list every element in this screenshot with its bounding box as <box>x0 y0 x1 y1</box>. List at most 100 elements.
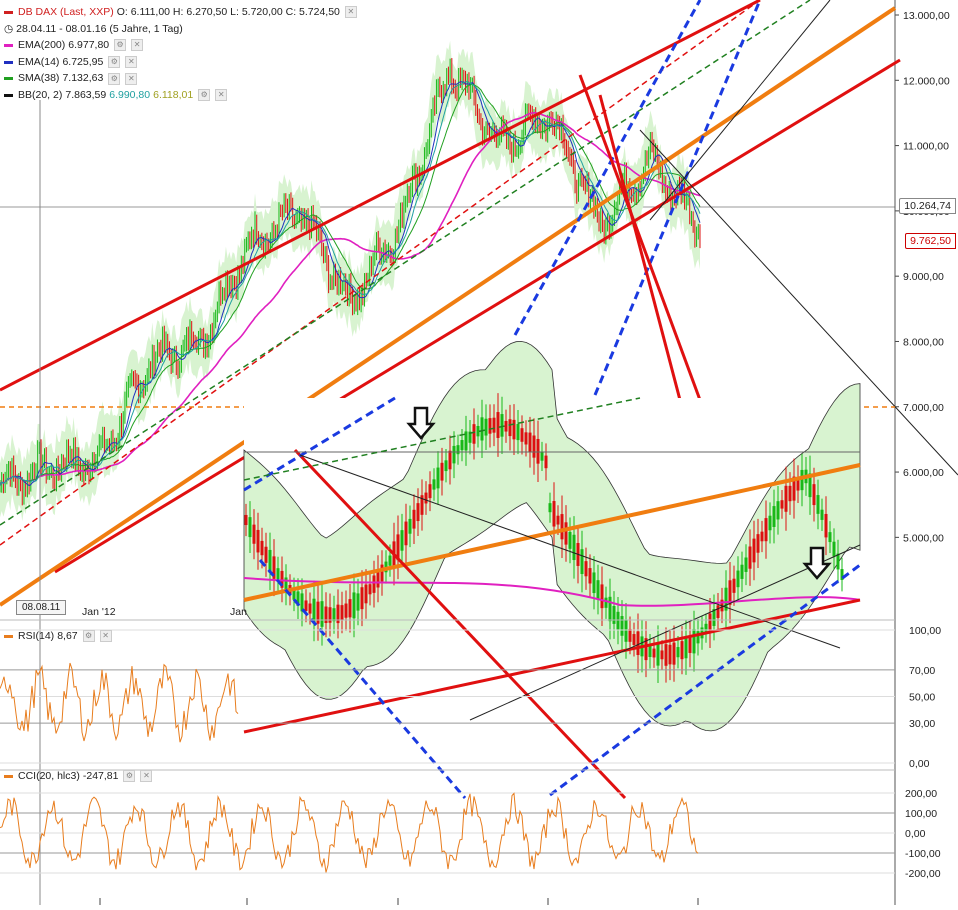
inset-candle-body <box>468 431 472 443</box>
inset-candle-body <box>772 506 776 527</box>
legend-sma38[interactable]: SMA(38) 7.132,63 ⚙ ✕ <box>4 70 357 87</box>
inset-candle-body <box>764 518 768 542</box>
rsi-line <box>0 662 239 743</box>
inset-candle-body <box>644 638 648 661</box>
inset-candle-body <box>328 607 332 623</box>
inset-candle-body <box>604 597 608 608</box>
inset-candle-body <box>560 514 564 540</box>
inset-candle-body <box>632 634 636 645</box>
inset-candle-body <box>696 631 700 644</box>
inset-candle-body <box>524 432 528 445</box>
inset-candle-body <box>556 515 560 525</box>
ema200-value: 6.977,80 <box>68 39 110 52</box>
inset-candle-body <box>260 540 264 556</box>
inset-candle-body <box>800 469 804 491</box>
cci-value: -247,81 <box>82 770 119 782</box>
trendline-red-upper <box>0 0 761 392</box>
trendline-red-down <box>598 94 682 401</box>
low-price-tag: 9.762,50 <box>905 233 956 249</box>
inset-candle-body <box>728 580 732 605</box>
inset-candle-body <box>840 569 844 580</box>
inset-candle-body <box>412 509 416 529</box>
close-icon[interactable]: ✕ <box>344 6 357 19</box>
inset-candle-body <box>480 417 484 441</box>
inset-candle-body <box>712 609 716 626</box>
inset-candle-body <box>336 604 340 624</box>
ohlc-readout: O: 6.111,00 H: 6.270,50 L: 5.720,00 C: 5… <box>116 6 340 18</box>
inset-candle-body <box>500 414 504 437</box>
inset-candle-body <box>708 613 712 633</box>
inset-candle-body <box>416 503 420 522</box>
down-arrow-icon <box>802 546 832 580</box>
close-icon[interactable]: ✕ <box>125 56 138 69</box>
bb-swatch <box>4 93 13 97</box>
cci-swatch <box>4 774 13 778</box>
settings-icon[interactable]: ⚙ <box>108 72 121 85</box>
inset-candle-body <box>592 572 596 594</box>
close-icon[interactable]: ✕ <box>131 39 144 52</box>
inset-candle-body <box>612 606 616 624</box>
settings-icon[interactable]: ⚙ <box>114 39 127 52</box>
inset-candle-body <box>812 484 816 506</box>
cci-label: CCI(20, hlc3) <box>18 770 80 782</box>
price-axis-label: 9.000,00 <box>903 271 944 283</box>
legend-title-row: DB DAX (Last, XXP) O: 6.111,00 H: 6.270,… <box>4 4 357 21</box>
inset-candle-body <box>324 606 328 623</box>
inset-candle-body <box>252 524 256 544</box>
inset-candle-body <box>508 419 512 437</box>
inset-candle-body <box>672 642 676 665</box>
legend-ema200[interactable]: EMA(200) 6.977,80 ⚙ ✕ <box>4 37 357 54</box>
settings-icon[interactable]: ⚙ <box>108 56 121 69</box>
inset-candle-body <box>356 593 360 611</box>
settings-icon[interactable]: ⚙ <box>198 89 211 102</box>
inset-candle-body <box>360 587 364 610</box>
inset-candle-body <box>484 418 488 436</box>
inset-candle-body <box>400 530 404 551</box>
settings-icon[interactable]: ⚙ <box>82 630 95 642</box>
legend-ema14[interactable]: EMA(14) 6.725,95 ⚙ ✕ <box>4 54 357 71</box>
inset-candle-body <box>472 424 476 444</box>
price-axis-label: 6.000,00 <box>903 467 944 479</box>
inset-candle-body <box>596 580 600 600</box>
inset-candle-body <box>792 476 796 501</box>
inset-candle-body <box>476 425 480 437</box>
rsi-title[interactable]: RSI(14) 8,67 ⚙ ✕ <box>4 630 112 642</box>
bb-mid-line <box>0 80 701 486</box>
rsi-axis-label: 100,00 <box>909 625 941 637</box>
close-icon[interactable]: ✕ <box>99 630 112 642</box>
inset-ema200 <box>243 577 861 607</box>
trendline-orange <box>0 6 897 607</box>
inset-candle-body <box>404 521 408 546</box>
inset-candle-body <box>364 584 368 604</box>
close-icon[interactable]: ✕ <box>140 770 153 782</box>
inset-candle-body <box>660 650 664 660</box>
date-label: Jan <box>230 606 247 618</box>
date-range: 28.04.11 - 08.01.16 (5 Jahre, 1 Tag) <box>16 22 183 35</box>
close-icon[interactable]: ✕ <box>215 89 228 102</box>
cci-title[interactable]: CCI(20, hlc3) -247,81 ⚙ ✕ <box>4 770 153 782</box>
inset-candle-body <box>580 549 584 575</box>
settings-icon[interactable]: ⚙ <box>123 770 136 782</box>
inset-candle-body <box>488 418 492 434</box>
inset-candle-body <box>492 417 496 433</box>
bb-lower: 6.118,01 <box>153 88 194 101</box>
bb-upper: 7.863,59 <box>65 88 107 101</box>
sma38-value: 7.132,63 <box>62 72 104 85</box>
inset-candle-body <box>608 596 612 622</box>
inset-trend-black <box>299 454 841 649</box>
price-axis-label: 12.000,00 <box>903 75 950 87</box>
inset-candle-body <box>452 445 456 464</box>
ema200-line <box>0 111 701 486</box>
inset-candle-body <box>740 564 744 579</box>
inset-candle-body <box>312 598 316 624</box>
inset-candle-body <box>744 557 748 572</box>
chart-legend: DB DAX (Last, XXP) O: 6.111,00 H: 6.270,… <box>4 4 357 104</box>
inset-candle-body <box>272 556 276 579</box>
inset-candle-body <box>300 593 304 612</box>
inset-candle-body <box>380 564 384 582</box>
inset-candle-body <box>732 578 736 593</box>
legend-bb[interactable]: BB(20, 2) 7.863,59 6.990,80 6.118,01 ⚙ ✕ <box>4 87 357 104</box>
inset-candle-body <box>540 452 544 461</box>
close-icon[interactable]: ✕ <box>125 72 138 85</box>
